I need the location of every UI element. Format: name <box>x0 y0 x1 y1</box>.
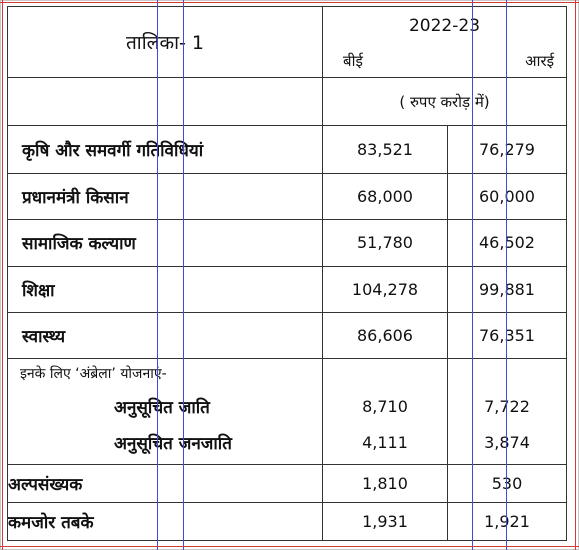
guide-line <box>183 0 184 550</box>
be-value: 68,000 <box>322 172 448 221</box>
re-value: 1,921 <box>447 501 567 542</box>
margin-line <box>0 546 579 547</box>
guide-line <box>472 0 473 550</box>
unit-label: ( रुपए करोड़ में) <box>322 77 567 126</box>
umbrella-row-label: अल्पसंख्यक <box>7 464 323 503</box>
re-column-header: आरई <box>525 52 554 71</box>
table-row: स्वास्थ्य 86,606 76,351 <box>7 312 567 359</box>
be-value: 86,606 <box>322 312 448 359</box>
umbrella-be-cell: 8,710 4,111 <box>322 357 448 466</box>
umbrella-row-label: अनुसूचित जाति <box>114 398 210 419</box>
guide-line <box>157 0 158 550</box>
be-value: 1,810 <box>322 464 448 503</box>
year-label: 2022-23 <box>408 16 481 36</box>
table-row: कृषि और समवर्गी गतिविधियां 83,521 76,279 <box>7 125 567 174</box>
re-value: 46,502 <box>447 219 567 267</box>
unit-row-blank <box>7 77 323 126</box>
be-column-header: बीई <box>343 52 363 71</box>
margin-line <box>575 0 576 550</box>
umbrella-re-cell: 7,722 3,874 <box>447 357 567 466</box>
table-row: सामाजिक कल्याण 51,780 46,502 <box>7 219 567 267</box>
row-label: प्रधानमंत्री किसान <box>7 172 323 221</box>
re-value: 7,722 <box>484 397 530 417</box>
row-label: शिक्षा <box>7 265 323 314</box>
table-row: प्रधानमंत्री किसान 68,000 60,000 <box>7 172 567 221</box>
row-label: कृषि और समवर्गी गतिविधियां <box>7 125 323 174</box>
unit-row: ( रुपए करोड़ में) <box>7 77 567 126</box>
umbrella-block: इनके लिए ‘अंब्रेला’ योजनाएं- अनुसूचित जा… <box>7 357 567 466</box>
re-value: 76,351 <box>447 312 567 359</box>
header-row: तालिका- 1 2022-23 बीई आरई <box>7 5 567 79</box>
table-row: शिक्षा 104,278 99,881 <box>7 265 567 314</box>
be-value: 8,710 <box>362 397 408 417</box>
umbrella-label-cell: इनके लिए ‘अंब्रेला’ योजनाएं- अनुसूचित जा… <box>7 357 323 466</box>
row-label: स्वास्थ्य <box>7 312 323 359</box>
be-value: 51,780 <box>322 219 448 267</box>
umbrella-intro: इनके लिए ‘अंब्रेला’ योजनाएं- <box>20 366 167 383</box>
margin-line <box>2 0 3 550</box>
re-value: 3,874 <box>484 433 530 453</box>
margin-line <box>0 2 579 3</box>
umbrella-row-label: कमजोर तबके <box>7 501 323 542</box>
guide-line <box>506 0 507 550</box>
year-header: 2022-23 बीई आरई <box>322 5 567 79</box>
table-title: तालिका- 1 <box>7 5 323 79</box>
be-value: 83,521 <box>322 125 448 174</box>
table-row: कमजोर तबके 1,931 1,921 <box>7 501 567 542</box>
budget-table: तालिका- 1 2022-23 बीई आरई ( रुपए करोड़ म… <box>7 5 567 542</box>
be-value: 4,111 <box>362 433 408 453</box>
re-value: 99,881 <box>447 265 567 314</box>
re-value: 60,000 <box>447 172 567 221</box>
be-value: 104,278 <box>322 265 448 314</box>
umbrella-row-label: अनुसूचित जनजाति <box>114 434 232 455</box>
table-row: अल्पसंख्यक 1,810 530 <box>7 464 567 503</box>
row-label: सामाजिक कल्याण <box>7 219 323 267</box>
re-value: 530 <box>447 464 567 503</box>
be-value: 1,931 <box>322 501 448 542</box>
re-value: 76,279 <box>447 125 567 174</box>
